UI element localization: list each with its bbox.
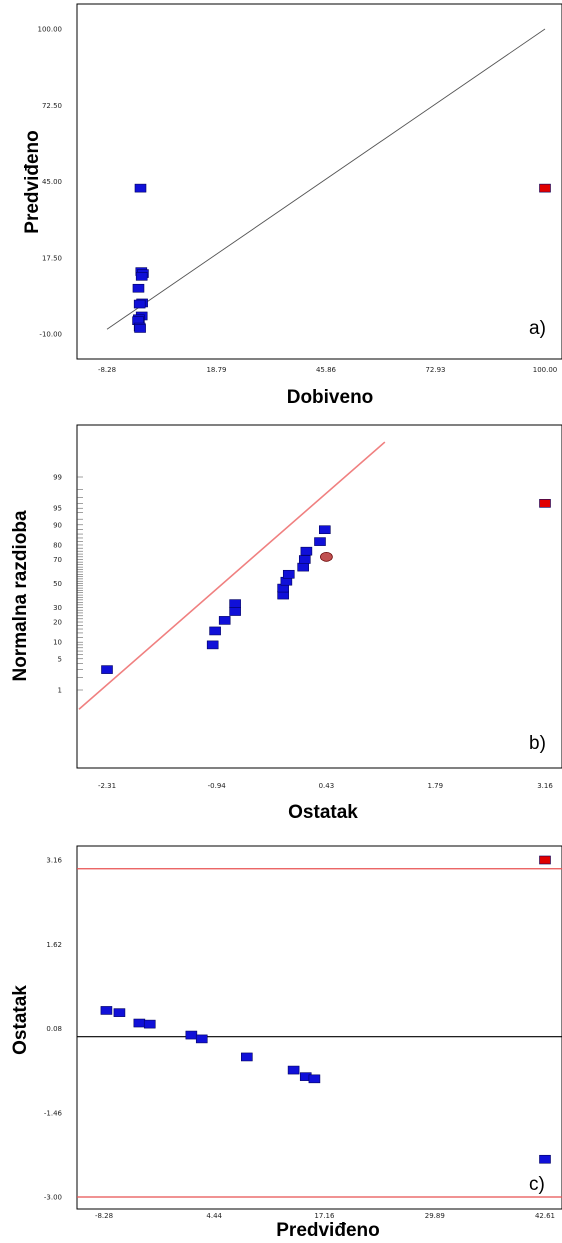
panel-label-a: a) (529, 318, 546, 339)
x-tick-label: 29.89 (425, 1212, 445, 1220)
data-point (195, 1034, 208, 1044)
y-tick-label: 70 (53, 556, 62, 564)
x-tick-label: 3.16 (537, 782, 553, 790)
y-tick-label: 1.62 (46, 941, 62, 949)
x-tick-label: 0.43 (319, 782, 335, 790)
data-point (229, 607, 241, 616)
data-point (133, 299, 146, 309)
y-tick-label: 100.00 (38, 26, 63, 34)
data-point (314, 537, 326, 546)
data-point (241, 1052, 253, 1062)
y-tick-label: 20 (53, 619, 62, 627)
data-point (229, 599, 241, 608)
data-point (206, 640, 219, 650)
data-point (297, 562, 309, 572)
highlighted-point (320, 551, 333, 562)
reference-line-group-c (77, 868, 562, 1198)
x-tick-label: 45.86 (316, 366, 337, 374)
x-tick-label: 100.00 (533, 366, 558, 374)
points-b (101, 499, 551, 674)
x-tick-label: 1.79 (428, 782, 444, 790)
probability-minor-ticks (77, 476, 83, 691)
y-axis-title-b: Normalna razdioba (10, 510, 31, 681)
data-point (100, 1006, 113, 1015)
y-tick-label: 17.50 (42, 254, 62, 262)
x-tick-labels-b: -2.31 -0.94 0.43 1.79 3.16 (98, 782, 553, 790)
y-axis-title-c: Ostatak (10, 985, 31, 1055)
y-tick-labels-a: -10.00 17.50 45.00 72.50 100.00 (38, 26, 63, 339)
x-axis-title-c: Predviđeno (276, 1220, 379, 1241)
x-tick-label: 42.61 (535, 1212, 555, 1220)
x-tick-label: 72.93 (425, 366, 445, 374)
data-point (539, 1154, 551, 1164)
y-tick-labels-c: -3.00 -1.46 0.08 1.62 3.16 (44, 857, 63, 1202)
panel-c: -8.28 4.44 17.16 29.89 42.61 -3.00 -1.46 0.08 1… (10, 845, 562, 1241)
x-tick-labels-c: -8.28 4.44 17.16 29.89 42.61 (95, 1212, 555, 1220)
data-point (308, 1074, 321, 1084)
reference-line-group-b (78, 441, 386, 710)
panel-label-c: c) (529, 1174, 545, 1195)
data-point (209, 626, 221, 636)
data-point (134, 324, 146, 333)
x-tick-label: -0.94 (208, 782, 227, 790)
x-tick-label: -8.28 (98, 366, 116, 374)
x-axis-title-b: Ostatak (288, 802, 358, 823)
data-point (318, 525, 331, 535)
panel-label-b: b) (529, 733, 546, 754)
y-tick-label: 99 (53, 474, 62, 482)
points-c (100, 855, 551, 1164)
data-point (287, 1065, 300, 1075)
x-tick-label: 4.44 (206, 1212, 222, 1220)
outlier-point (539, 183, 551, 193)
points-a (132, 183, 551, 333)
y-tick-label: -10.00 (39, 331, 62, 339)
y-tick-label: 10 (53, 639, 62, 647)
y-tick-labels-b: 1 5 10 20 30 50 70 80 90 95 99 (53, 474, 62, 695)
outlier-point (539, 499, 551, 508)
reference-line (78, 441, 386, 710)
data-point (101, 665, 113, 674)
y-tick-label: 95 (53, 505, 62, 513)
data-point (218, 616, 231, 625)
x-tick-label: 18.79 (206, 366, 226, 374)
y-axis-title-a: Predviđeno (22, 130, 43, 233)
x-tick-labels-a: -8.28 18.79 45.86 72.93 100.00 (98, 366, 557, 374)
y-tick-label: -3.00 (44, 1194, 62, 1202)
y-tick-label: -1.46 (44, 1109, 63, 1117)
data-point (143, 1019, 156, 1029)
y-tick-label: 45.00 (42, 178, 62, 186)
plot-frame-a (76, 3, 562, 360)
data-point (300, 546, 313, 556)
x-tick-label: -2.31 (98, 782, 116, 790)
x-tick-label: 17.16 (314, 1212, 335, 1220)
data-point (135, 272, 148, 281)
data-point (113, 1008, 126, 1017)
y-tick-label: 3.16 (46, 857, 62, 865)
y-tick-label: 5 (58, 655, 62, 663)
y-tick-label: 90 (53, 521, 62, 529)
x-tick-label: -8.28 (95, 1212, 113, 1220)
y-tick-label: 50 (53, 580, 62, 588)
x-axis-title-a: Dobiveno (287, 387, 374, 408)
data-point (134, 183, 147, 193)
y-tick-label: 1 (58, 687, 62, 695)
plot-frame-b (76, 424, 562, 769)
data-point (298, 555, 311, 564)
panel-b: -2.31 -0.94 0.43 1.79 3.16 1 5 10 20 30 50 70 80 90 9… (10, 424, 562, 823)
panel-a: -8.28 18.79 45.86 72.93 100.00 -10.00 17.50 45… (22, 3, 562, 408)
plot-frame-c (76, 845, 562, 1210)
data-point (133, 1018, 146, 1028)
data-point (132, 283, 145, 293)
y-tick-label: 80 (53, 541, 62, 549)
y-tick-label: 72.50 (42, 102, 62, 110)
reference-line (106, 28, 546, 330)
reference-line-group-a (106, 28, 546, 330)
outlier-point (539, 855, 551, 865)
y-tick-label: 0.08 (46, 1025, 62, 1033)
data-point (282, 569, 295, 579)
data-point (185, 1030, 198, 1040)
y-tick-label: 30 (53, 604, 62, 612)
